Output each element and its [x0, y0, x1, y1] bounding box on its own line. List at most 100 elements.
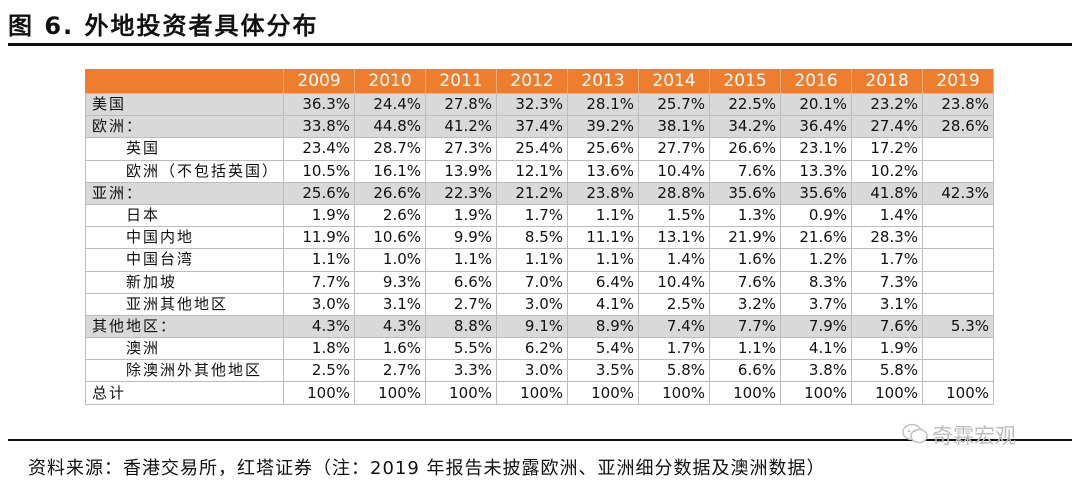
value-cell [922, 248, 995, 272]
value-cell: 7.9% [780, 315, 853, 339]
value-cell: 1.3% [709, 204, 782, 228]
value-cell: 5.3% [922, 315, 995, 339]
value-cell: 1.2% [780, 248, 853, 272]
value-cell: 1.4% [851, 204, 924, 228]
value-cell: 28.1% [567, 93, 640, 117]
value-cell: 4.3% [283, 315, 356, 339]
table-row: 英国 23.4% 28.7% 27.3% 25.4% 25.6% 27.7% 26.6% 23.… [84, 137, 995, 161]
value-cell: 13.1% [638, 226, 711, 250]
value-cell: 23.8% [922, 93, 995, 117]
value-cell: 25.7% [638, 93, 711, 117]
value-cell: 20.1% [780, 93, 853, 117]
value-cell: 3.0% [496, 293, 569, 316]
value-cell: 9.9% [425, 226, 498, 250]
value-cell: 9.3% [354, 271, 427, 294]
value-cell: 8.3% [780, 271, 853, 294]
table-row: 除澳洲外其他地区 2.5% 2.7% 3.3% 3.0% 3.5% 5.8% 6.6% 3.8%… [84, 359, 995, 383]
value-cell: 10.2% [851, 160, 924, 183]
value-cell: 5.4% [567, 337, 640, 361]
value-cell: 5.5% [425, 337, 498, 361]
value-cell: 11.1% [567, 226, 640, 250]
value-cell: 27.3% [425, 137, 498, 161]
value-cell: 36.3% [283, 93, 356, 117]
header-year-cell: 2019 [922, 69, 995, 94]
table-row: 中国内地 11.9% 10.6% 9.9% 8.5% 11.1% 13.1% 21.9% 21.… [84, 226, 995, 250]
value-cell: 1.1% [496, 248, 569, 272]
value-cell: 1.7% [851, 248, 924, 272]
value-cell: 3.0% [283, 293, 356, 316]
value-cell: 24.4% [354, 93, 427, 117]
value-cell: 35.6% [780, 182, 853, 205]
value-cell: 23.2% [851, 93, 924, 117]
value-cell: 22.5% [709, 93, 782, 117]
value-cell: 6.6% [425, 271, 498, 294]
watermark-text: 奇霖宏观 [932, 424, 1016, 448]
row-label-cell: 除澳洲外其他地区 [84, 359, 285, 383]
value-cell: 1.4% [638, 248, 711, 272]
value-cell: 100% [354, 381, 427, 405]
value-cell [922, 226, 995, 250]
value-cell: 25.4% [496, 137, 569, 161]
value-cell: 25.6% [567, 137, 640, 161]
value-cell: 42.3% [922, 182, 995, 205]
value-cell [922, 137, 995, 161]
investor-distribution-table: 2009 2010 2011 2012 2013 2014 2015 2016 2018 2019… [84, 69, 995, 405]
value-cell: 21.6% [780, 226, 853, 250]
wechat-icon [902, 423, 928, 451]
value-cell: 16.1% [354, 160, 427, 183]
value-cell: 100% [780, 381, 853, 405]
source-divider [8, 439, 1072, 441]
value-cell: 36.4% [780, 115, 853, 139]
header-year-cell: 2015 [709, 69, 782, 94]
value-cell [922, 293, 995, 316]
value-cell: 3.2% [709, 293, 782, 316]
row-label-cell: 澳洲 [84, 337, 285, 361]
value-cell: 9.1% [496, 315, 569, 339]
row-label-cell: 欧洲： [84, 115, 285, 139]
table-row: 新加坡 7.7% 9.3% 6.6% 7.0% 6.4% 10.4% 7.6% 8.3% 7.3% [84, 271, 995, 294]
value-cell: 7.7% [709, 315, 782, 339]
value-cell: 37.4% [496, 115, 569, 139]
value-cell: 22.3% [425, 182, 498, 205]
value-cell: 28.3% [851, 226, 924, 250]
value-cell: 3.0% [496, 359, 569, 383]
value-cell [922, 359, 995, 383]
row-label-cell: 亚洲： [84, 182, 285, 205]
table-body: 美国 36.3% 24.4% 27.8% 32.3% 28.1% 25.7% 22.5% 20.… [84, 93, 995, 405]
value-cell: 2.5% [283, 359, 356, 383]
value-cell: 44.8% [354, 115, 427, 139]
value-cell: 2.7% [354, 359, 427, 383]
value-cell: 13.3% [780, 160, 853, 183]
value-cell: 3.3% [425, 359, 498, 383]
table-row: 其他地区： 4.3% 4.3% 8.8% 9.1% 8.9% 7.4% 7.7% 7.9% 7.6… [84, 315, 995, 339]
header-year-cell: 2018 [851, 69, 924, 94]
row-label-cell: 总计 [84, 381, 285, 405]
value-cell: 12.1% [496, 160, 569, 183]
header-year-cell: 2012 [496, 69, 569, 94]
header-year-cell: 2010 [354, 69, 427, 94]
value-cell: 3.8% [780, 359, 853, 383]
value-cell: 28.8% [638, 182, 711, 205]
row-label-cell: 日本 [84, 204, 285, 228]
value-cell: 26.6% [354, 182, 427, 205]
table-row: 美国 36.3% 24.4% 27.8% 32.3% 28.1% 25.7% 22.5% 20.… [84, 93, 995, 117]
value-cell: 2.7% [425, 293, 498, 316]
value-cell: 32.3% [496, 93, 569, 117]
value-cell: 100% [638, 381, 711, 405]
value-cell: 10.6% [354, 226, 427, 250]
value-cell: 13.6% [567, 160, 640, 183]
value-cell: 1.0% [354, 248, 427, 272]
value-cell: 2.6% [354, 204, 427, 228]
value-cell: 100% [922, 381, 995, 405]
value-cell: 1.1% [425, 248, 498, 272]
row-label-cell: 美国 [84, 93, 285, 117]
value-cell: 6.2% [496, 337, 569, 361]
value-cell: 5.8% [851, 359, 924, 383]
value-cell: 26.6% [709, 137, 782, 161]
watermark: 奇霖宏观 [902, 423, 1052, 449]
value-cell: 1.1% [709, 337, 782, 361]
row-label-cell: 中国内地 [84, 226, 285, 250]
row-label-cell: 中国台湾 [84, 248, 285, 272]
value-cell: 11.9% [283, 226, 356, 250]
value-cell: 6.6% [709, 359, 782, 383]
